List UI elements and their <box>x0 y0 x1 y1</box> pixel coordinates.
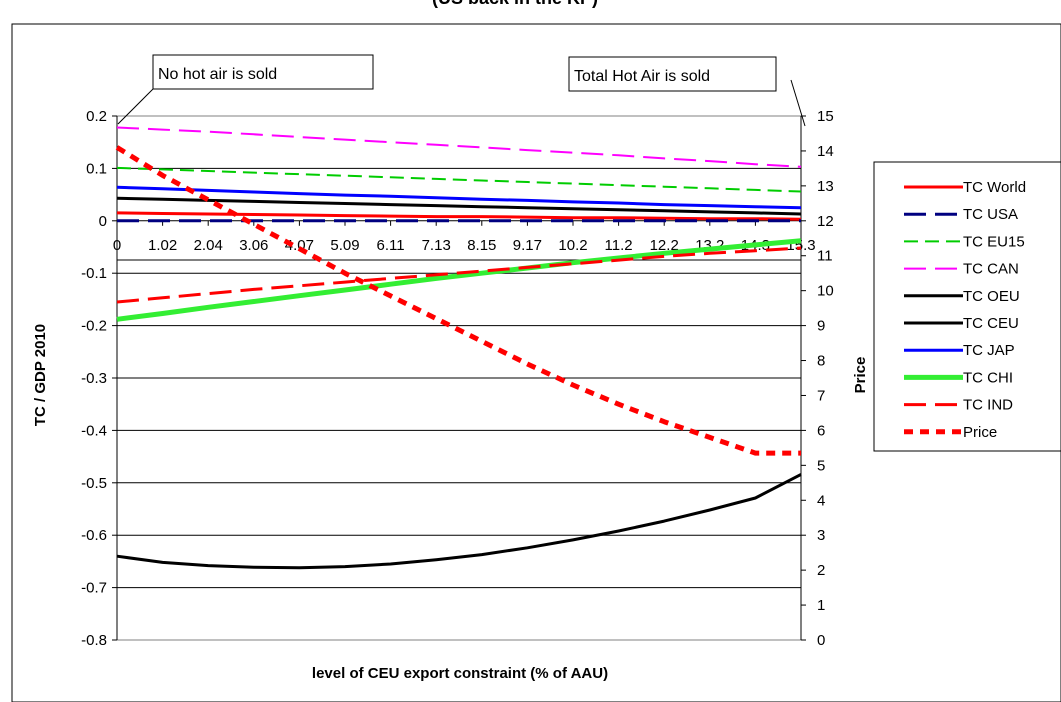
y2-tick-label-3: 12 <box>817 213 834 230</box>
series-line-price <box>115 145 801 456</box>
series-line-tc-can <box>116 126 802 168</box>
x-axis-title: level of CEU export constraint (% of AAU… <box>312 665 608 682</box>
x-tick-label-10: 10.2 <box>558 237 587 254</box>
x-tick-label-6: 6.11 <box>377 237 405 254</box>
y-tick-label-6: -0.4 <box>81 422 107 439</box>
y2-tick-label-2: 13 <box>817 178 834 195</box>
x-tick-label-7: 7.13 <box>422 237 451 254</box>
series-line-tc-ceu <box>116 473 802 570</box>
y2-axis-title: Price <box>852 357 869 394</box>
y2-tick-label-5: 10 <box>817 283 834 300</box>
y2-tick-label-10: 5 <box>817 457 825 474</box>
y-tick-label-2: 0 <box>99 213 107 230</box>
legend-label-9: Price <box>963 424 997 441</box>
x-tick-label-3: 3.06 <box>239 237 268 254</box>
x-tick-label-5: 5.09 <box>330 237 359 254</box>
legend-label-4: TC OEU <box>963 288 1020 305</box>
x-tick-label-4: 4.07 <box>285 237 314 254</box>
series-line-tc-chi <box>116 238 802 322</box>
chart-title: (US back in the KP) <box>432 0 598 8</box>
y2-tick-label-13: 2 <box>817 562 825 579</box>
legend-label-1: TC USA <box>963 206 1018 223</box>
y2-tick-label-8: 7 <box>817 387 825 404</box>
x-tick-label-12: 12.2 <box>650 237 679 254</box>
series-line-tc-ind <box>116 246 802 304</box>
y-axis-title: TC / GDP 2010 <box>32 324 49 426</box>
y-tick-label-9: -0.7 <box>81 580 107 597</box>
x-tick-label-8: 8.15 <box>467 237 496 254</box>
y-tick-label-5: -0.3 <box>81 370 107 387</box>
x-tick-label-1: 1.02 <box>148 237 177 254</box>
callout-no-hot-air-text: No hot air is sold <box>158 66 277 83</box>
legend <box>873 161 1061 452</box>
legend-label-6: TC JAP <box>963 342 1015 359</box>
y2-tick-label-0: 15 <box>817 108 834 125</box>
legend-label-8: TC IND <box>963 397 1013 414</box>
x-tick-label-11: 11.2 <box>605 237 633 254</box>
series-line-tc-oeu <box>116 196 802 216</box>
legend-label-5: TC CEU <box>963 315 1019 332</box>
y-tick-label-0: 0.2 <box>86 108 107 125</box>
x-tick-label-0: 0 <box>113 237 121 254</box>
y2-tick-label-7: 8 <box>817 353 825 370</box>
legend-label-3: TC CAN <box>963 261 1019 278</box>
y2-tick-label-11: 4 <box>817 492 825 509</box>
y2-tick-label-9: 6 <box>817 422 825 439</box>
callout-no-hot-air: No hot air is sold <box>117 54 374 125</box>
series-group <box>115 126 802 570</box>
x-tick-label-9: 9.17 <box>513 237 542 254</box>
y2-tick-label-14: 1 <box>817 597 825 614</box>
y2-tick-label-4: 11 <box>817 248 833 265</box>
y2-tick-label-6: 9 <box>817 318 825 335</box>
y2-tick-label-15: 0 <box>817 632 825 649</box>
legend-label-7: TC CHI <box>963 369 1013 386</box>
callout-total-hot-air: Total Hot Air is sold <box>568 56 806 127</box>
y-tick-label-3: -0.1 <box>81 265 107 282</box>
y2-tick-label-1: 14 <box>817 143 834 160</box>
y2-tick-label-12: 3 <box>817 527 825 544</box>
legend-label-2: TC EU15 <box>963 233 1025 250</box>
x-tick-label-2: 2.04 <box>194 237 223 254</box>
callout-total-hot-air-text: Total Hot Air is sold <box>574 68 710 85</box>
legend-label-0: TC World <box>963 179 1026 196</box>
legend-items: TC World TC USA TC EU15 TC CAN TC OEU TC CEU T… <box>904 179 1026 441</box>
y-tick-label-7: -0.5 <box>81 475 107 492</box>
y-tick-label-1: 0.1 <box>86 160 107 177</box>
y-axis-ticks: 0.2 0.1 0 -0.1 -0.2 -0.3 -0.4 -0.5 -0.6 -0.7 -0.8 <box>81 108 117 649</box>
series-line-tc-jap <box>116 185 802 210</box>
series-line-tc-eu15 <box>116 166 802 193</box>
y-tick-label-4: -0.2 <box>81 318 107 335</box>
y-tick-label-10: -0.8 <box>81 632 107 649</box>
y-tick-label-8: -0.6 <box>81 527 107 544</box>
